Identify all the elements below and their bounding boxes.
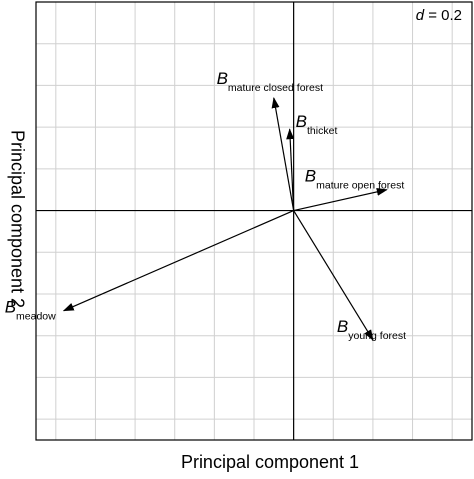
vector-label-symbol: B: [296, 112, 307, 131]
x-axis-label: Principal component 1: [181, 452, 359, 472]
vector-label-thicket: Bthicket: [296, 112, 338, 137]
grid-lines: [36, 2, 472, 440]
vector-arrow-meadow: [62, 210, 294, 312]
vector-label-symbol: B: [217, 69, 228, 88]
vector-arrow-mature-closed-forest: [271, 96, 295, 211]
vector-label-subscript: mature closed forest: [228, 82, 323, 94]
vector-label-symbol: B: [305, 167, 316, 186]
vector-label-young-forest: Byoung forest: [337, 317, 406, 342]
zero-axes: [36, 2, 472, 440]
plot-frame: [35, 1, 473, 441]
scale-label-var: d: [416, 7, 425, 24]
vector-label-symbol: B: [5, 298, 16, 317]
vector-label-symbol: B: [337, 317, 348, 336]
vector-label-subscript: thicket: [307, 125, 337, 137]
vector-arrow-thicket: [286, 128, 295, 211]
vector-label-subscript: young forest: [348, 330, 406, 342]
vector-label-meadow: Bmeadow: [5, 298, 56, 323]
vector-label-mature-closed-forest: Bmature closed forest: [217, 69, 324, 94]
vector-label-subscript: mature open forest: [316, 180, 404, 192]
vector-arrow-young-forest: [293, 210, 374, 341]
scale-label: d = 0.2: [416, 7, 462, 24]
vector-arrow-mature-open-forest: [293, 187, 388, 212]
y-axis-label: Principal component 2: [7, 130, 27, 308]
vector-label-mature-open-forest: Bmature open forest: [305, 167, 405, 192]
scale-label-value: = 0.2: [424, 7, 462, 24]
vector-label-subscript: meadow: [16, 311, 56, 323]
